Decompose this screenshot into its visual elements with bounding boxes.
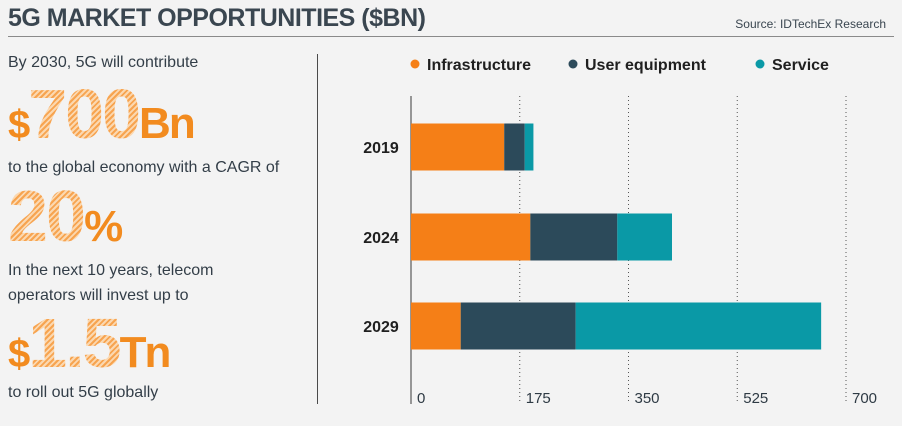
bar-user-equipment-2019	[504, 123, 525, 171]
facts-panel: By 2030, 5G will contribute $700Bn to th…	[8, 0, 308, 426]
stat-1-5tn-suffix: Tn	[119, 328, 172, 377]
fact-line-5: to roll out 5G globally	[8, 384, 159, 401]
fact-line-2: to the global economy with a CAGR of	[8, 159, 280, 176]
title-rule	[8, 36, 894, 37]
stat-1-5tn-prefix: $	[8, 332, 30, 376]
bar-user-equipment-2029	[460, 302, 576, 350]
bar-infrastructure-2029	[411, 302, 461, 350]
stat-700bn: $700Bn	[8, 74, 196, 165]
bar-service-2029	[575, 302, 822, 350]
bar-user-equipment-2024	[530, 213, 618, 261]
stat-700bn-value: 700	[28, 75, 141, 153]
fact-line-4: operators will invest up to	[8, 287, 189, 304]
x-tick-label: 525	[743, 390, 768, 407]
legend-marker-service	[755, 59, 765, 69]
stat-700bn-suffix: Bn	[139, 99, 196, 148]
fact-line-1: By 2030, 5G will contribute	[8, 54, 199, 71]
page-title: 5G MARKET OPPORTUNITIES ($BN)	[8, 4, 426, 32]
category-label: 2029	[363, 319, 399, 336]
legend-marker-infrastructure	[410, 59, 420, 69]
fact-line-3: In the next 10 years, telecom	[8, 262, 214, 279]
category-label: 2024	[363, 230, 399, 247]
stat-20pct-suffix: %	[84, 202, 123, 251]
category-label: 2019	[363, 140, 399, 157]
bar-infrastructure-2019	[411, 123, 505, 171]
legend-label: User equipment	[585, 57, 707, 74]
stat-700bn-prefix: $	[8, 103, 30, 147]
bar-infrastructure-2024	[411, 213, 531, 261]
panel-divider	[317, 54, 318, 404]
legend-label: Service	[772, 57, 829, 74]
stat-1-5tn-value: 1.5	[28, 304, 121, 382]
stat-1-5tn: $1.5Tn	[8, 304, 172, 393]
legend-label: Infrastructure	[427, 57, 531, 74]
x-tick-label: 0	[417, 390, 425, 407]
bar-service-2024	[617, 213, 672, 261]
stat-20pct: 20%	[8, 177, 123, 266]
x-tick-label: 700	[852, 390, 877, 407]
x-tick-label: 350	[635, 390, 660, 407]
x-tick-label: 175	[526, 390, 551, 407]
legend-marker-user-equipment	[568, 59, 578, 69]
stat-20pct-value: 20	[8, 177, 86, 257]
source-note: Source: IDTechEx Research	[735, 17, 886, 31]
bar-service-2019	[524, 123, 534, 171]
